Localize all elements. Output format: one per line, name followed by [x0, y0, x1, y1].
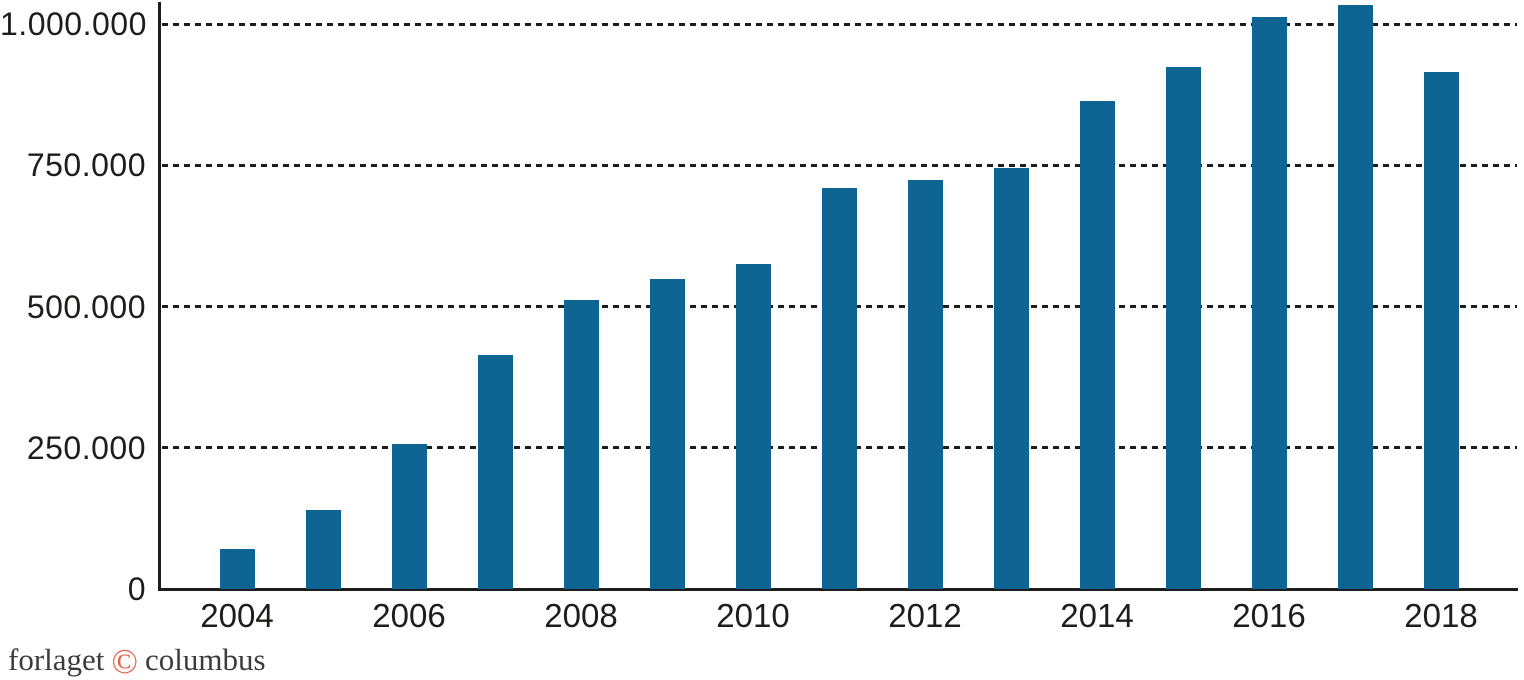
bar-2008	[563, 299, 599, 589]
gridline-1.000.000	[162, 22, 1517, 26]
x-axis-line	[158, 588, 1518, 591]
bar-2012	[907, 179, 943, 589]
bar-2014	[1079, 101, 1115, 589]
x-tick-label-2012: 2012	[888, 597, 962, 634]
bar-2007	[477, 355, 513, 589]
y-tick-label-750.000: 750.000	[26, 147, 146, 184]
bar-2018	[1423, 72, 1459, 589]
y-axis-line	[158, 2, 161, 591]
y-tick-label-500.000: 500.000	[26, 288, 146, 325]
x-tick-label-2006: 2006	[372, 597, 446, 634]
publisher-suffix: columbus	[144, 642, 266, 677]
bar-2015	[1165, 66, 1201, 589]
bar-2006	[391, 443, 427, 589]
bar-2010	[735, 263, 771, 589]
bar-2009	[649, 278, 685, 589]
bar-2017	[1337, 5, 1373, 589]
bar-2013	[993, 167, 1029, 589]
bar-2005	[305, 509, 341, 589]
x-tick-label-2010: 2010	[716, 597, 790, 634]
x-tick-label-2008: 2008	[544, 597, 618, 634]
y-tick-label-250.000: 250.000	[26, 429, 146, 466]
bar-2016	[1251, 17, 1287, 589]
gridline-750.000	[162, 163, 1517, 167]
bar-2004	[219, 549, 255, 589]
copyright-icon: ©	[111, 641, 138, 680]
y-tick-label-0: 0	[127, 571, 146, 607]
bar-2011	[821, 187, 857, 589]
x-tick-label-2014: 2014	[1060, 597, 1134, 634]
y-tick-label-1.000.000: 1.000.000	[0, 6, 147, 42]
publisher-logo: forlaget © columbus	[8, 641, 266, 679]
x-tick-label-2018: 2018	[1404, 597, 1478, 634]
publisher-prefix: forlaget	[8, 642, 105, 677]
x-tick-label-2004: 2004	[200, 597, 274, 634]
x-tick-label-2016: 2016	[1232, 597, 1306, 634]
